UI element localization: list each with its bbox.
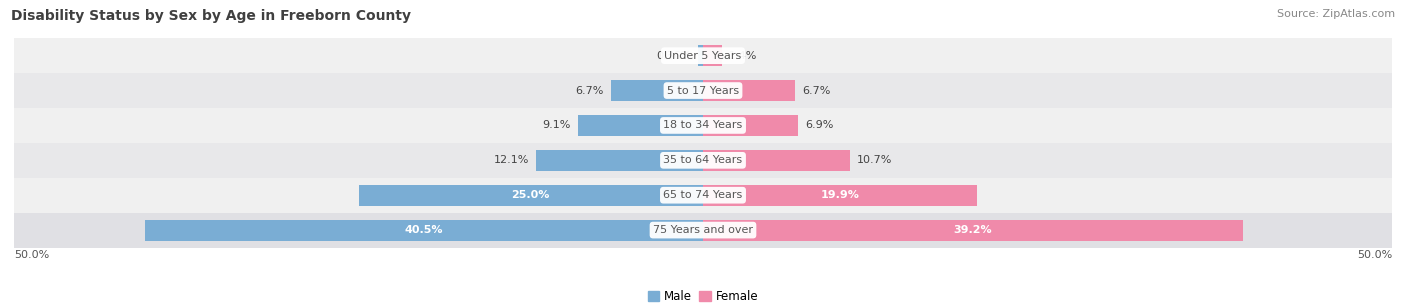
Bar	[14, 38, 1392, 73]
Text: 50.0%: 50.0%	[1357, 250, 1392, 260]
Text: 6.9%: 6.9%	[806, 120, 834, 130]
Text: 12.1%: 12.1%	[494, 155, 530, 165]
Bar	[703, 150, 851, 171]
Text: 18 to 34 Years: 18 to 34 Years	[664, 120, 742, 130]
Bar	[14, 213, 1392, 247]
Text: 50.0%: 50.0%	[14, 250, 49, 260]
Text: 9.1%: 9.1%	[543, 120, 571, 130]
Bar	[536, 150, 703, 171]
Bar	[578, 115, 703, 136]
Text: 25.0%: 25.0%	[512, 190, 550, 200]
Text: Under 5 Years: Under 5 Years	[665, 51, 741, 61]
Text: 39.2%: 39.2%	[953, 225, 993, 235]
Text: 0.36%: 0.36%	[657, 51, 692, 61]
Text: 65 to 74 Years: 65 to 74 Years	[664, 190, 742, 200]
Bar	[703, 185, 977, 206]
Text: 19.9%: 19.9%	[821, 190, 859, 200]
Text: 5 to 17 Years: 5 to 17 Years	[666, 85, 740, 95]
Text: 35 to 64 Years: 35 to 64 Years	[664, 155, 742, 165]
Text: 6.7%: 6.7%	[575, 85, 603, 95]
Text: 6.7%: 6.7%	[803, 85, 831, 95]
Bar	[703, 219, 1243, 240]
Text: 1.4%: 1.4%	[730, 51, 758, 61]
Legend: Male, Female: Male, Female	[648, 290, 758, 303]
Bar	[14, 108, 1392, 143]
Bar	[703, 80, 796, 101]
Text: Source: ZipAtlas.com: Source: ZipAtlas.com	[1277, 9, 1395, 19]
Bar	[359, 185, 703, 206]
Bar	[145, 219, 703, 240]
Text: 10.7%: 10.7%	[858, 155, 893, 165]
Text: 40.5%: 40.5%	[405, 225, 443, 235]
Text: 75 Years and over: 75 Years and over	[652, 225, 754, 235]
Bar	[610, 80, 703, 101]
Bar	[703, 115, 799, 136]
Bar	[14, 178, 1392, 213]
Bar	[703, 45, 723, 66]
Text: Disability Status by Sex by Age in Freeborn County: Disability Status by Sex by Age in Freeb…	[11, 9, 411, 23]
Bar	[697, 45, 703, 66]
Bar	[14, 73, 1392, 108]
Bar	[14, 143, 1392, 178]
